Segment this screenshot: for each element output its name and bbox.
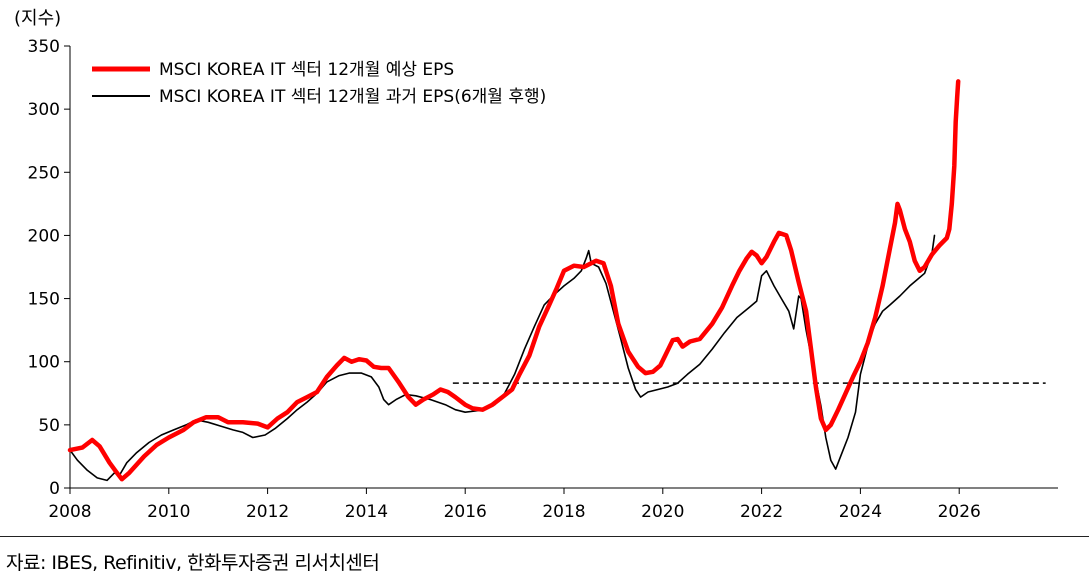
x-tick-label: 2014 [345,502,388,522]
x-tick-label: 2012 [246,502,289,522]
series-line-forward-eps [67,79,961,482]
series-group [67,79,961,482]
y-tick-label: 100 [28,353,60,373]
y-tick-label: 300 [28,100,60,120]
x-tick-label: 2026 [938,502,981,522]
y-tick-label: 250 [28,163,60,183]
axes [69,46,1058,489]
x-axis-ticks: 2008 2010 2012 2014 2016 2018 2020 2022 2024 2026 [48,488,981,522]
legend: MSCI KOREA IT 섹터 12개월 예상 EPS MSCI KOREA … [92,60,546,107]
y-axis-unit-label: (지수) [14,8,61,29]
series-line-trailing-eps [69,234,936,482]
y-tick-label: 150 [28,290,60,310]
source-note: 자료: IBES, Refinitiv, 한화투자증권 리서치센터 [6,552,380,574]
legend-label-trailing-eps: MSCI KOREA IT 섹터 12개월 과거 EPS(6개월 후행) [159,87,546,107]
y-tick-label: 50 [38,416,60,436]
x-tick-label: 2010 [147,502,190,522]
x-tick-label: 2008 [48,502,91,522]
x-tick-label: 2018 [542,502,585,522]
legend-label-forward-eps: MSCI KOREA IT 섹터 12개월 예상 EPS [159,60,454,80]
y-tick-label: 0 [49,479,60,499]
x-tick-label: 2016 [444,502,487,522]
x-tick-label: 2024 [839,502,882,522]
y-axis-ticks: 0 50 100 150 200 250 300 350 [28,37,70,499]
x-tick-label: 2020 [641,502,684,522]
source-divider [0,536,1089,537]
y-tick-label: 200 [28,226,60,246]
y-tick-label: 350 [28,37,60,57]
x-tick-label: 2022 [740,502,783,522]
